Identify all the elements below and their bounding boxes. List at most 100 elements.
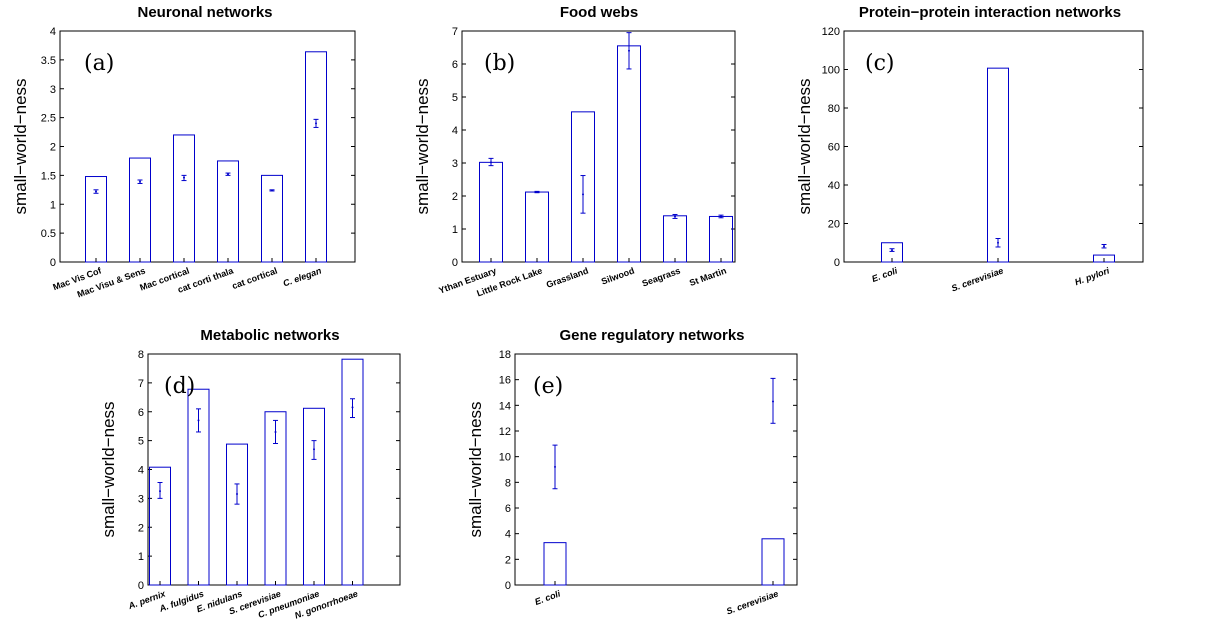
y-tick-label: 14 — [499, 400, 511, 412]
y-tick-label: 4 — [50, 26, 56, 38]
y-tick-label: 0 — [50, 257, 56, 269]
panel-e: 0 2 4 6 8 10 12 14 16 18 E. coli S. cerevisiae Gene … — [466, 327, 798, 617]
bar — [663, 215, 687, 263]
chart-title: Neuronal networks — [137, 4, 272, 21]
x-tick-label: E. coli — [533, 588, 562, 607]
y-axis-label: small−world−ness — [11, 78, 30, 214]
y-tick-label: 2 — [505, 554, 511, 566]
errorbar-mean-point — [313, 448, 315, 451]
bar — [303, 407, 325, 586]
errorbar-mean-point — [891, 249, 893, 252]
panel-label: (c) — [865, 51, 895, 76]
y-tick-label: 4 — [138, 465, 144, 477]
errorbar-mean-point — [582, 193, 584, 196]
y-tick-label: 7 — [138, 378, 144, 390]
y-tick-label: 120 — [822, 26, 840, 38]
bar — [129, 157, 151, 263]
errorbar-mean-point — [490, 161, 492, 164]
x-tick-label: E. coli — [870, 265, 899, 284]
panel-label: (a) — [84, 51, 114, 76]
errorbar-mean-point — [159, 490, 161, 493]
errorbar-mean-point — [274, 430, 277, 433]
errorbar-mean-point — [351, 406, 354, 409]
chart-title: Protein−protein interaction networks — [859, 4, 1121, 21]
y-tick-label: 3 — [50, 84, 56, 96]
panel-c: 0 20 40 60 80 100 120 E. coli S. cerevisiae H. py… — [795, 4, 1144, 294]
bar — [341, 358, 364, 586]
y-tick-label: 100 — [822, 65, 840, 77]
y-axis-label: small−world−ness — [795, 78, 814, 214]
y-tick-label: 80 — [828, 103, 840, 115]
errorbar-mean-point — [674, 215, 676, 218]
y-tick-label: 1 — [452, 224, 458, 236]
y-tick-label: 20 — [828, 219, 840, 231]
x-tick-label: S. cerevisiae — [725, 588, 780, 616]
errorbar-mean-point — [720, 215, 722, 218]
chart-title: Metabolic networks — [200, 327, 339, 344]
y-tick-label: 1.5 — [41, 170, 56, 182]
bar — [709, 215, 733, 263]
errorbar-mean-point — [227, 173, 229, 176]
y-tick-label: 6 — [505, 503, 511, 515]
y-tick-label: 60 — [828, 142, 840, 154]
panel-label: (b) — [484, 51, 515, 76]
errorbar-mean-point — [315, 122, 317, 125]
bar — [217, 160, 239, 263]
x-tick-label: H. pylori — [1073, 265, 1111, 287]
y-tick-label: 7 — [452, 26, 458, 38]
chart-title: Gene regulatory networks — [559, 327, 744, 344]
y-tick-label: 2 — [138, 522, 144, 534]
panel-label: (e) — [533, 374, 563, 399]
bar — [761, 538, 785, 586]
y-tick-label: 4 — [452, 125, 458, 137]
y-tick-label: 0 — [505, 580, 511, 592]
y-tick-label: 10 — [499, 452, 511, 464]
y-tick-label: 2 — [452, 191, 458, 203]
x-tick-label: Grassland — [545, 265, 590, 289]
y-tick-label: 3 — [452, 158, 458, 170]
y-tick-label: 2.5 — [41, 113, 56, 125]
errorbar-mean-point — [1103, 245, 1105, 248]
errorbar-mean-point — [271, 189, 273, 192]
y-tick-label: 6 — [138, 407, 144, 419]
y-tick-label: 3 — [138, 493, 144, 505]
y-tick-label: 5 — [138, 436, 144, 448]
errorbar-mean-point — [772, 400, 774, 403]
y-tick-label: 1 — [50, 199, 56, 211]
axes-box — [514, 353, 798, 586]
bar — [173, 134, 195, 263]
y-tick-label: 3.5 — [41, 55, 56, 67]
bar — [305, 51, 327, 263]
x-tick-label: cat cortical — [231, 265, 279, 291]
y-tick-label: 8 — [505, 477, 511, 489]
axes-box — [461, 30, 736, 263]
errorbar-mean-point — [554, 465, 556, 468]
y-tick-label: 5 — [452, 92, 458, 104]
y-tick-label: 12 — [499, 426, 511, 438]
y-axis-label: small−world−ness — [413, 78, 432, 214]
bar — [987, 67, 1009, 263]
y-tick-label: 2 — [50, 142, 56, 154]
y-tick-label: 1 — [138, 551, 144, 563]
y-tick-label: 8 — [138, 349, 144, 361]
errorbar-mean-point — [997, 241, 999, 244]
x-tick-label: Seagrass — [641, 265, 682, 288]
x-tick-label: C. elegan — [282, 265, 323, 288]
x-tick-label: Silwood — [600, 265, 636, 286]
bar — [261, 174, 283, 263]
y-tick-label: 16 — [499, 375, 511, 387]
y-axis-label: small−world−ness — [99, 401, 118, 537]
y-tick-label: 18 — [499, 349, 511, 361]
y-tick-label: 40 — [828, 180, 840, 192]
errorbar-mean-point — [536, 191, 538, 194]
panel-label: (d) — [164, 374, 195, 399]
errorbar-mean-point — [183, 176, 185, 179]
chart-title: Food webs — [560, 4, 638, 21]
y-tick-label: 0.5 — [41, 228, 56, 240]
errorbar-mean-point — [236, 493, 238, 496]
x-tick-label: St Martin — [688, 265, 728, 288]
bar — [226, 443, 248, 586]
